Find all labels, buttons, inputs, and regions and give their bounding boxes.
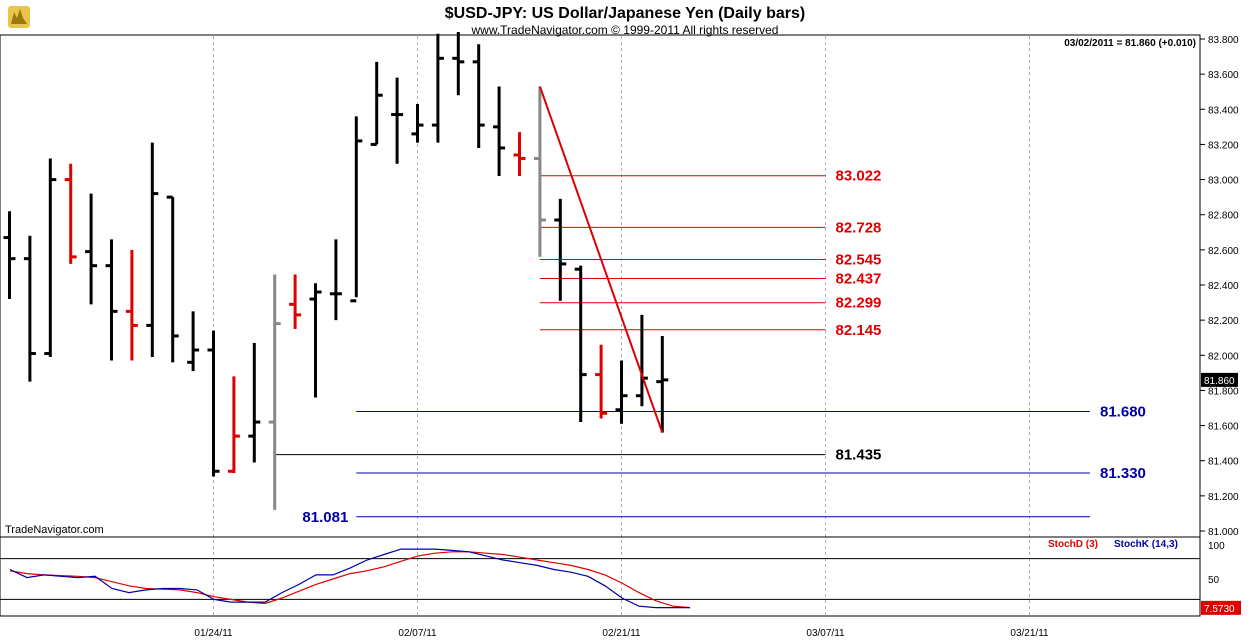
ohlc-bar — [187, 311, 200, 372]
stoch-legend: StochD (3) StochK (14,3) — [1048, 539, 1178, 550]
ohlc-bar — [125, 249, 138, 361]
ohlc-bar — [146, 142, 159, 358]
logo — [8, 6, 30, 28]
price-tick-label: 83.400 — [1208, 105, 1239, 116]
ohlc-bar — [431, 33, 444, 143]
ohlc-bar — [615, 360, 628, 424]
level-label-1: 82.728 — [836, 219, 882, 236]
date-tick-label: 02/07/11 — [398, 628, 437, 639]
price-tick-label: 82.200 — [1208, 316, 1239, 327]
date-axis: 01/24/11 02/07/11 02/21/11 03/07/11 03/21/11 — [194, 628, 1049, 639]
price-tick-label: 82.600 — [1208, 246, 1239, 257]
stoch-panel — [0, 536, 1201, 617]
legend-item: StochD (3) — [1048, 539, 1098, 550]
ohlc-bar — [574, 265, 587, 423]
price-panel — [0, 34, 1201, 538]
ohlc-bars — [3, 31, 669, 510]
ohlc-bar — [554, 198, 567, 301]
ohlc-bar — [227, 376, 240, 474]
price-tick-label: 81.000 — [1208, 527, 1239, 538]
date-tick-label: 01/24/11 — [194, 628, 233, 639]
price-tick-label: 81.200 — [1208, 492, 1239, 503]
last-price-box — [1201, 372, 1238, 387]
price-tick-label: 82.800 — [1208, 211, 1239, 222]
ohlc-bar — [309, 283, 322, 398]
level-label-5: 82.145 — [836, 322, 882, 339]
date-tick-label: 03/07/11 — [806, 628, 845, 639]
price-tick-label: 83.600 — [1208, 70, 1239, 81]
price-tick-label: 83.800 — [1208, 35, 1239, 46]
bull-bear-logo-icon — [8, 6, 30, 28]
stoch-layer — [0, 548, 1200, 609]
ohlc-bar — [370, 61, 383, 146]
date-tick-label: 02/21/11 — [602, 628, 641, 639]
level-label-2: 82.545 — [836, 252, 882, 269]
level-label-0: 83.022 — [836, 168, 882, 185]
price-tick-label: 82.000 — [1208, 351, 1239, 362]
ohlc-bar — [391, 77, 404, 164]
ohlc-bar — [289, 274, 302, 329]
stoch-value-box — [1201, 600, 1241, 615]
ohlc-bar — [656, 335, 669, 433]
ohlc-bar — [452, 31, 465, 96]
level-label-6: 81.680 — [1100, 404, 1146, 421]
ohlc-bar — [248, 342, 261, 463]
ohlc-bar — [268, 274, 281, 510]
ohlc-bar — [411, 104, 424, 143]
brand-label: TradeNavigator.com — [5, 524, 104, 536]
ohlc-bar — [105, 239, 118, 361]
date-tick-label: 03/21/11 — [1010, 628, 1049, 639]
chart-subtitle: www.TradeNavigator.com © 1999-2011 All r… — [471, 23, 779, 37]
stoch-value-label: 7.5730 — [1204, 604, 1235, 615]
ohlc-bar — [85, 193, 98, 305]
trendline — [538, 86, 664, 433]
legend-item: StochK (14,3) — [1114, 539, 1178, 550]
ohlc-bar — [513, 132, 526, 177]
ohlc-bar — [23, 235, 36, 382]
chart-title: $USD-JPY: US Dollar/Japanese Yen (Daily … — [445, 5, 805, 22]
stoch-series-1 — [9, 548, 690, 609]
price-tick-label: 83.200 — [1208, 140, 1239, 151]
ohlc-bar — [493, 86, 506, 177]
level-label-7: 81.435 — [836, 447, 882, 464]
ohlc-bar — [350, 116, 363, 303]
price-axis: 83.800 83.600 83.400 83.200 83.000 82.800 82.6… — [1200, 35, 1239, 538]
ohlc-bar — [533, 86, 546, 257]
stoch-series-0 — [9, 551, 691, 609]
level-label-8: 81.330 — [1100, 465, 1146, 482]
price-tick-label: 81.400 — [1208, 457, 1239, 468]
ohlc-bar — [329, 239, 342, 321]
ohlc-bar — [166, 195, 179, 363]
ohlc-bar — [64, 163, 77, 264]
price-readout: 03/02/2011 = 81.860 (+0.010) — [1064, 38, 1196, 49]
price-grid — [213, 36, 1030, 615]
level-label-4: 82.299 — [836, 295, 882, 312]
last-price-label: 81.860 — [1204, 376, 1235, 387]
stoch-tick-label: 50 — [1208, 575, 1220, 586]
ohlc-bar — [3, 211, 16, 300]
stoch-tick-label: 100 — [1208, 541, 1225, 552]
level-label-9: 81.081 — [302, 509, 348, 526]
price-tick-label: 81.600 — [1208, 422, 1239, 433]
price-tick-label: 83.000 — [1208, 176, 1239, 187]
stoch-axis: 100 50 7.5730 — [1201, 541, 1241, 615]
ohlc-bar — [472, 44, 485, 148]
price-tick-label: 82.400 — [1208, 281, 1239, 292]
ohlc-bar — [207, 330, 220, 477]
ohlc-bar — [595, 344, 608, 419]
price-tick-label: 81.800 — [1208, 386, 1239, 397]
level-label-3: 82.437 — [836, 270, 882, 287]
ohlc-bar — [44, 158, 57, 358]
trendline-layer — [538, 86, 664, 433]
